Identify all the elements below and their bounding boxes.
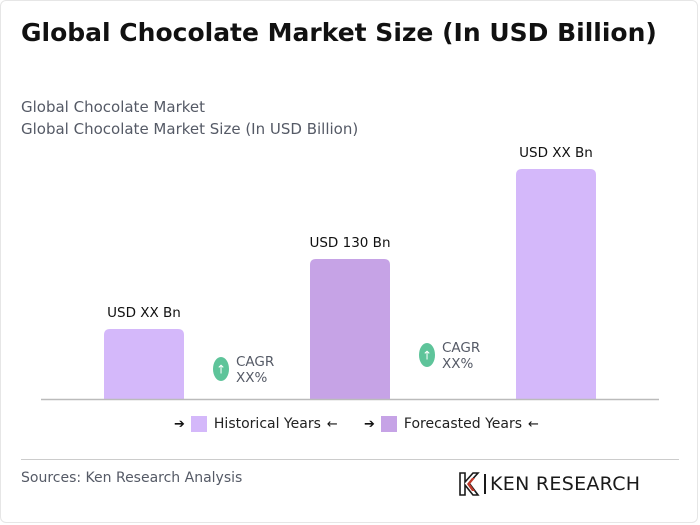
cagr-value-2: XX%: [442, 356, 473, 372]
ken-research-logo-icon: [459, 472, 480, 496]
bar-value-label-2: USD 130 Bn: [309, 235, 390, 251]
left-arrow-icon: ←: [528, 416, 539, 432]
logo-divider: [484, 474, 486, 494]
cagr-label-1: CAGR: [236, 354, 274, 370]
cagr-up-arrow-icon-2: [419, 343, 435, 367]
legend-label-historical: Historical Years: [213, 416, 321, 432]
legend-item-historical: ➔ Historical Years ←: [168, 413, 344, 435]
right-arrow-icon: ➔: [364, 416, 375, 432]
footer-divider: [21, 459, 679, 460]
cagr-up-arrow-icon-1: [213, 357, 229, 381]
right-arrow-icon: ➔: [174, 416, 185, 432]
page-title: Global Chocolate Market Size (In USD Bil…: [21, 18, 657, 47]
legend-swatch-forecasted: [380, 416, 397, 432]
bar-1: [104, 329, 184, 399]
subtitle-line-2: Global Chocolate Market Size (In USD Bil…: [21, 120, 359, 138]
bar-value-label-1: USD XX Bn: [107, 305, 181, 321]
legend-item-forecasted: ➔ Forecasted Years ←: [358, 413, 545, 435]
ken-research-logo: KEN RESEARCH: [458, 470, 640, 498]
cagr-label-2: CAGR: [442, 340, 480, 356]
source-text: Sources: Ken Research Analysis: [21, 470, 243, 486]
cagr-arrow-glyph-1: ↑: [216, 363, 226, 377]
subtitle-line-1: Global Chocolate Market: [21, 98, 205, 116]
logo-text: KEN RESEARCH: [490, 473, 641, 495]
cagr-value-1: XX%: [236, 370, 267, 386]
bar-value-label-3: USD XX Bn: [519, 145, 593, 161]
legend-swatch-historical: [190, 416, 207, 432]
chart-subtitle: Global Chocolate Market Global Chocolate…: [21, 96, 358, 140]
legend-label-forecasted: Forecasted Years: [403, 416, 523, 432]
cagr-arrow-glyph-2: ↑: [422, 349, 432, 363]
bar-2: [310, 259, 390, 399]
left-arrow-icon: ←: [326, 416, 338, 432]
bar-3: [516, 169, 596, 399]
chart-legend: ➔ Historical Years ← ➔ Forecasted Years …: [0, 413, 700, 435]
